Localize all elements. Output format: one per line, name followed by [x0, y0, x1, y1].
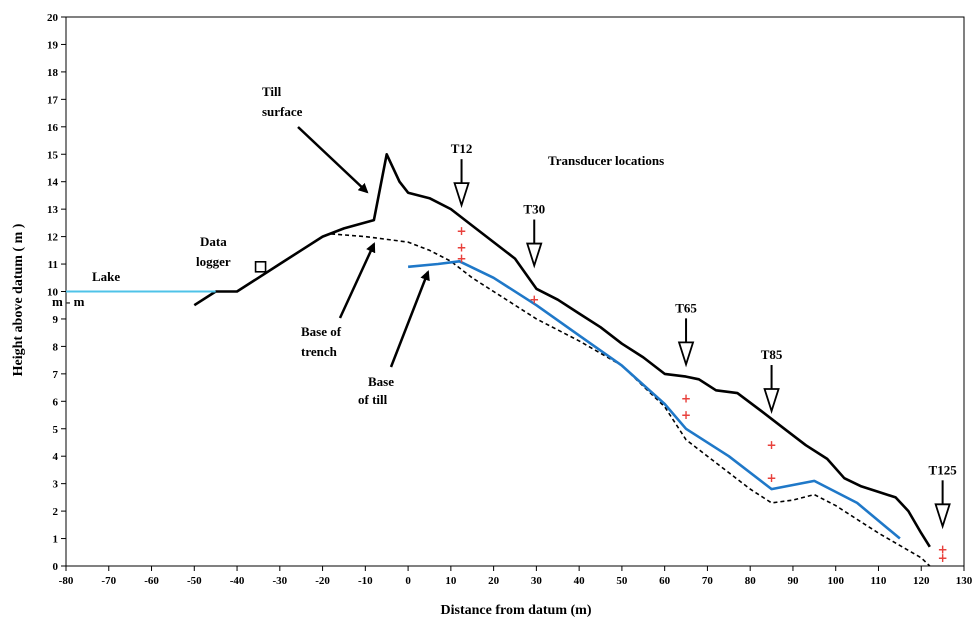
y-tick-label: 8 [53, 341, 59, 353]
till-surface-arrow [297, 126, 369, 194]
transducer-locations-label: Transducer locations [548, 153, 664, 168]
transducer-arrowhead [453, 182, 470, 209]
lake-label: Lake [92, 269, 120, 284]
data-logger-marker-group [254, 260, 267, 273]
x-tick-label: 90 [787, 575, 799, 587]
transducer-t65: T65 + + [675, 300, 697, 422]
transducer-sensor-mark: + [529, 293, 539, 307]
x-tick-label: -40 [230, 575, 245, 587]
annotation-arrows [297, 126, 430, 368]
transducer-label: T30 [523, 202, 545, 217]
y-tick-label: 11 [48, 259, 58, 271]
transducer-group: T12+++T30+T65++T85++T125++ [451, 141, 957, 565]
x-tick-label: 70 [702, 575, 714, 587]
y-tick-label: 17 [47, 94, 59, 106]
base-of-till-label-line1: Base [368, 374, 394, 389]
x-tick-label: 100 [827, 575, 844, 587]
till-surface-label-line1: Till [262, 84, 282, 99]
data-logger-square [254, 260, 267, 273]
till-surface-line [193, 153, 931, 548]
y-tick-label: 0 [53, 561, 59, 573]
base-of-trench-arrow [338, 242, 376, 319]
x-tick-label: 10 [445, 575, 457, 587]
base-of-trench-label-line2: trench [301, 344, 338, 359]
transducer-arrowhead [763, 388, 780, 414]
base-of-till-label-line2: of till [358, 392, 388, 407]
transducer-label: T65 [675, 300, 697, 315]
y-tick-label: 9 [53, 314, 59, 326]
y-tick-label: 1 [53, 534, 59, 546]
x-tick-label: 110 [871, 575, 887, 587]
transducer-label: T85 [761, 347, 783, 362]
transducer-label: T12 [451, 141, 473, 156]
data-logger-label-line1: Data [200, 234, 227, 249]
m-m-label: m - m [52, 294, 85, 309]
transducer-sensor-mark: + [457, 241, 467, 255]
y-tick-label: 14 [47, 177, 59, 189]
transducer-label: T125 [929, 462, 958, 477]
y-tick-label: 6 [53, 396, 59, 408]
x-axis-label: Distance from datum (m) [441, 603, 592, 618]
transducer-arrowhead [526, 242, 543, 269]
y-tick-label: 7 [53, 369, 59, 381]
transducer-sensor-mark: + [457, 252, 467, 266]
x-tick-label: -50 [187, 575, 202, 587]
y-tick-label: 5 [53, 424, 59, 436]
transducer-t85: T85 + + [761, 347, 783, 485]
base-of-till-line [407, 259, 901, 540]
x-axis-ticks: -80 -70 -60 -50 -40 -30 -20 -10 0 10 20 30 40 50 60 70 8… [59, 566, 973, 587]
y-axis-label: Height above datum ( m ) [11, 223, 26, 376]
y-tick-label: 4 [53, 451, 59, 463]
y-tick-label: 19 [47, 39, 59, 51]
x-tick-label: 130 [956, 575, 973, 587]
base-of-trench-label-line1: Base of [301, 324, 342, 339]
transducer-sensor-mark: + [767, 471, 777, 485]
y-tick-label: 12 [47, 232, 59, 244]
y-tick-label: 2 [53, 506, 59, 518]
x-tick-label: -20 [315, 575, 330, 587]
transducer-sensor-mark: + [938, 543, 948, 557]
transducer-arrowhead [677, 341, 695, 368]
transducer-t12: T12+++ [451, 141, 473, 265]
series-group [66, 153, 931, 567]
x-tick-label: -80 [59, 575, 74, 587]
till-surface-label-line2: surface [262, 104, 303, 119]
transducer-sensor-mark: + [681, 392, 691, 406]
y-tick-label: 3 [53, 479, 59, 491]
transducer-sensor-mark: + [457, 224, 467, 238]
x-tick-label: 50 [616, 575, 628, 587]
y-tick-label: 16 [47, 122, 59, 134]
x-tick-label: -30 [272, 575, 287, 587]
transducer-t125: T125 ++ [929, 462, 958, 564]
x-tick-label: -70 [101, 575, 116, 587]
base-of-trench-line [331, 233, 931, 567]
transducer-t30: T30 + [523, 202, 545, 307]
x-tick-label: 60 [659, 575, 671, 587]
y-tick-label: 18 [47, 67, 59, 79]
x-tick-label: 30 [531, 575, 543, 587]
transducer-arrowhead [934, 503, 951, 530]
transducer-sensor-mark: + [681, 408, 691, 422]
data-logger-label-line2: logger [196, 254, 231, 269]
x-tick-label: 40 [574, 575, 586, 587]
y-tick-label: 15 [47, 149, 59, 161]
x-tick-label: -60 [144, 575, 159, 587]
transducer-sensor-mark: + [767, 438, 777, 452]
base-of-till-arrow [389, 270, 430, 368]
x-tick-label: 80 [745, 575, 757, 587]
y-tick-label: 13 [47, 204, 59, 216]
x-tick-label: 20 [488, 575, 500, 587]
transducer-sensor-mark: + [938, 551, 948, 565]
x-tick-label: 120 [913, 575, 930, 587]
y-tick-label: 10 [47, 287, 59, 299]
x-tick-label: 0 [405, 575, 411, 587]
y-tick-label: 20 [47, 12, 59, 24]
x-tick-label: -10 [358, 575, 373, 587]
